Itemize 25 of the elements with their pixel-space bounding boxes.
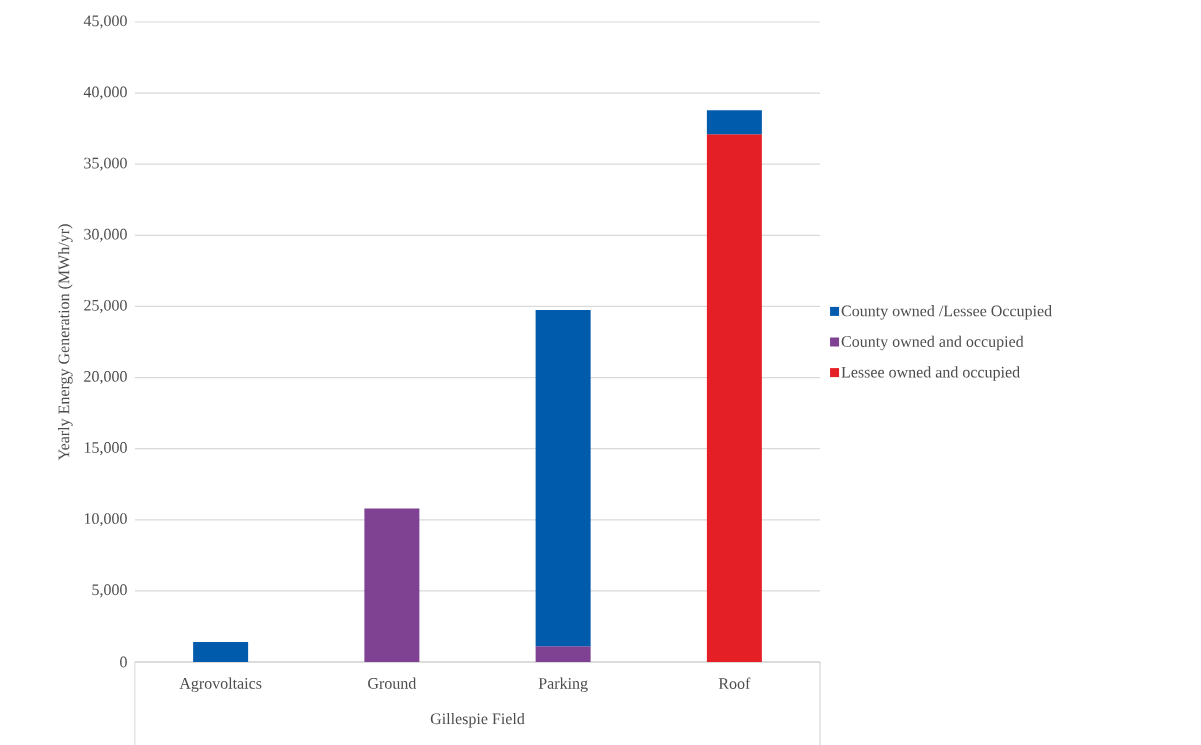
y-tick-label: 25,000 <box>84 299 127 313</box>
bar <box>535 646 591 662</box>
x-tick-label: Ground <box>368 677 417 689</box>
y-tick-label: 0 <box>120 656 127 668</box>
y-tick-label: 30,000 <box>84 228 127 242</box>
bar <box>364 508 420 662</box>
x-tick-label: Roof <box>718 677 751 689</box>
bar <box>535 310 591 647</box>
bar <box>706 134 762 662</box>
legend-label: Lessee owned and occupied <box>841 366 1020 381</box>
x-axis-title: Gillespie Field <box>430 712 525 728</box>
legend-label: County owned /Lessee Occupied <box>841 305 1052 320</box>
legend-label: County owned and occupied <box>841 335 1024 351</box>
x-tick-label: Parking <box>538 677 588 693</box>
y-tick-label: 5,000 <box>92 584 127 598</box>
y-axis-title: Yearly Energy Generation (MWh/yr) <box>58 224 73 461</box>
bar <box>193 642 249 662</box>
y-tick-label: 40,000 <box>83 86 127 100</box>
y-tick-label: 20,000 <box>84 371 127 385</box>
y-tick-label: 10,000 <box>84 513 127 527</box>
y-tick-label: 15,000 <box>84 442 127 456</box>
bar <box>706 110 762 135</box>
y-tick-label: 35,000 <box>84 157 127 171</box>
x-tick-label: Agrovoltaics <box>179 677 262 693</box>
y-tick-label: 45,000 <box>83 15 127 29</box>
